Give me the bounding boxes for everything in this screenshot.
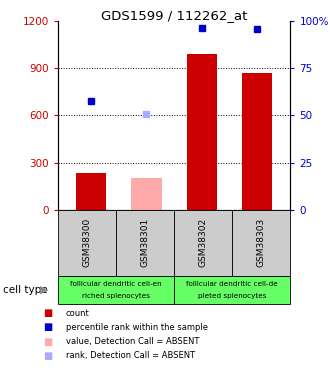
Text: GSM38300: GSM38300 (82, 218, 91, 267)
Text: ■: ■ (43, 351, 52, 361)
Text: ■: ■ (43, 322, 52, 332)
Text: rank, Detection Call = ABSENT: rank, Detection Call = ABSENT (66, 351, 195, 360)
Text: cell type: cell type (3, 285, 48, 295)
Bar (76, 173, 106, 210)
Text: count: count (66, 309, 90, 318)
Bar (186, 54, 217, 210)
Text: percentile rank within the sample: percentile rank within the sample (66, 323, 208, 332)
Text: ■: ■ (43, 308, 52, 318)
Bar (131, 178, 162, 210)
Text: follicular dendritic cell-en: follicular dendritic cell-en (70, 280, 162, 286)
Text: riched splenocytes: riched splenocytes (82, 293, 150, 299)
Text: follicular dendritic cell-de: follicular dendritic cell-de (186, 280, 278, 286)
Text: ▶: ▶ (40, 285, 49, 295)
Bar (242, 73, 272, 210)
Text: value, Detection Call = ABSENT: value, Detection Call = ABSENT (66, 337, 199, 346)
Text: GSM38302: GSM38302 (199, 218, 208, 267)
Text: GSM38303: GSM38303 (257, 218, 266, 267)
Text: ■: ■ (43, 337, 52, 346)
Text: GDS1599 / 112262_at: GDS1599 / 112262_at (101, 9, 247, 22)
Text: GSM38301: GSM38301 (141, 218, 149, 267)
Text: pleted splenocytes: pleted splenocytes (198, 293, 267, 299)
